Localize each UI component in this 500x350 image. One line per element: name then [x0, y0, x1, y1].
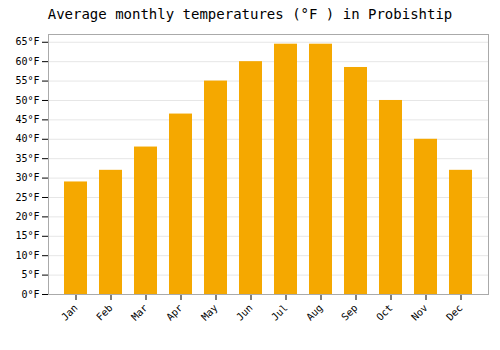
svg-text:Feb: Feb: [94, 302, 115, 323]
svg-text:0°F: 0°F: [21, 289, 39, 300]
svg-text:30°F: 30°F: [15, 172, 39, 183]
svg-text:Dec: Dec: [444, 302, 465, 323]
svg-text:35°F: 35°F: [15, 153, 39, 164]
svg-text:Apr: Apr: [164, 302, 185, 323]
svg-text:May: May: [199, 302, 220, 323]
svg-text:Aug: Aug: [304, 302, 325, 323]
svg-text:60°F: 60°F: [15, 56, 39, 67]
svg-text:40°F: 40°F: [15, 133, 39, 144]
svg-text:Jul: Jul: [269, 302, 290, 323]
svg-text:25°F: 25°F: [15, 192, 39, 203]
svg-text:Jan: Jan: [59, 302, 80, 323]
svg-text:50°F: 50°F: [15, 95, 39, 106]
svg-text:Mar: Mar: [129, 302, 150, 323]
svg-text:20°F: 20°F: [15, 211, 39, 222]
html-text:Average monthly temperatures (: Average monthly temperatures (°F ) in Pr…: [47, 6, 453, 22]
svg-text:15°F: 15°F: [15, 230, 39, 241]
svg-text:10°F: 10°F: [15, 250, 39, 261]
svg-text:5°F: 5°F: [21, 269, 39, 280]
svg-text:Oct: Oct: [374, 302, 395, 323]
svg-text:Jun: Jun: [234, 302, 255, 323]
svg-text:65°F: 65°F: [15, 36, 39, 47]
svg-text:Sep: Sep: [339, 302, 360, 323]
svg-text:55°F: 55°F: [15, 75, 39, 86]
svg-text:Nov: Nov: [409, 302, 430, 323]
svg-text:45°F: 45°F: [15, 114, 39, 125]
